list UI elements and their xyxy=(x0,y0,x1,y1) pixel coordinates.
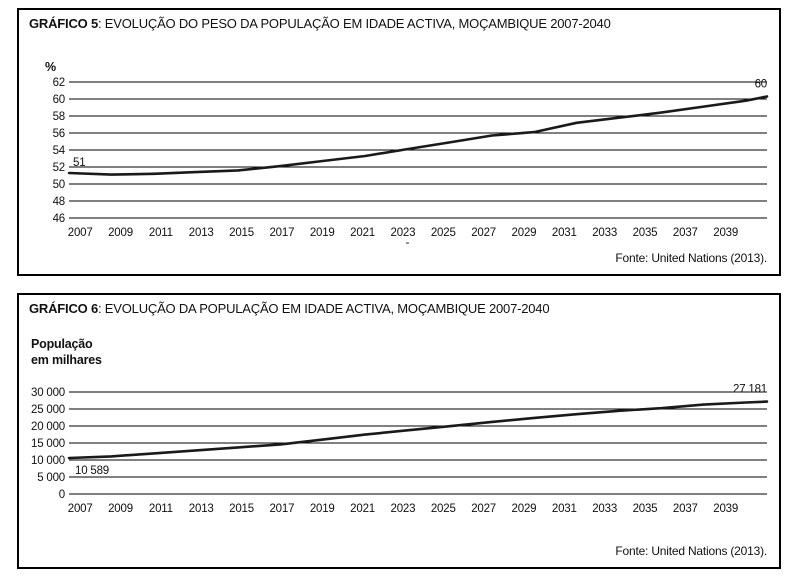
y-tick-label: 58 xyxy=(53,111,65,123)
x-tick-label: 2021 xyxy=(350,503,375,515)
x-tick-label: 2025 xyxy=(431,227,456,239)
x-tick-label: 2013 xyxy=(189,503,214,515)
x-tick-label: 2023 xyxy=(391,503,416,515)
data-point-label: 10 589 xyxy=(75,465,109,477)
grafico-6-source-note: Fonte: United Nations (2013). xyxy=(615,544,767,558)
x-tick-label: 2029 xyxy=(512,503,537,515)
y-tick-label: 10 000 xyxy=(31,455,65,467)
x-tick-label: 2021 xyxy=(350,227,375,239)
x-tick-label: 2011 xyxy=(149,503,173,515)
axis-unit-label: em milhares xyxy=(31,353,102,367)
axis-unit-label: % xyxy=(45,60,56,74)
y-tick-label: 62 xyxy=(53,77,65,89)
data-line xyxy=(67,400,769,460)
axis-unit-label: População xyxy=(31,337,93,351)
x-tick-label: 2035 xyxy=(633,227,658,239)
x-tick-label: 2009 xyxy=(108,227,133,239)
grafico-5-title-text: : EVOLUÇÃO DO PESO DA POPULAÇÃO EM IDADE… xyxy=(97,16,611,31)
y-tick-label: 52 xyxy=(53,162,65,174)
x-tick-label: 2031 xyxy=(552,503,577,515)
data-point-label: 51 xyxy=(73,157,85,169)
x-tick-label: 2039 xyxy=(713,503,738,515)
x-tick-label: 2033 xyxy=(592,503,617,515)
y-tick-label: 48 xyxy=(53,196,65,208)
x-tick-label: 2039 xyxy=(713,227,738,239)
stray-mark: - xyxy=(406,237,410,249)
x-tick-label: 2011 xyxy=(149,227,173,239)
x-tick-label: 2037 xyxy=(673,503,698,515)
y-tick-label: 15 000 xyxy=(31,438,65,450)
x-tick-label: 2035 xyxy=(633,503,658,515)
y-tick-label: 5 000 xyxy=(37,472,65,484)
x-tick-label: 2019 xyxy=(310,503,335,515)
x-tick-label: 2025 xyxy=(431,503,456,515)
y-tick-label: 50 xyxy=(53,179,65,191)
grafico-5-source-note: Fonte: United Nations (2013). xyxy=(615,251,767,265)
x-tick-label: 2007 xyxy=(68,503,93,515)
y-tick-label: 46 xyxy=(53,213,65,225)
x-tick-label: 2027 xyxy=(471,227,496,239)
x-tick-label: 2017 xyxy=(269,503,294,515)
y-tick-label: 60 xyxy=(53,94,65,106)
x-tick-label: 2015 xyxy=(229,227,254,239)
y-tick-label: 54 xyxy=(53,145,66,157)
x-tick-label: 2027 xyxy=(471,503,496,515)
data-point-label: 27 181 xyxy=(733,384,767,396)
grafico-5-panel: GRÁFICO 5: EVOLUÇÃO DO PESO DA POPULAÇÃO… xyxy=(17,8,781,276)
x-tick-label: 2013 xyxy=(189,227,214,239)
x-tick-label: 2007 xyxy=(68,227,93,239)
grafico-6-label: GRÁFICO 6 xyxy=(29,301,98,316)
y-tick-label: 25 000 xyxy=(31,404,65,416)
grafico-6-title-text: : EVOLUÇÃO DA POPULAÇÃO EM IDADE ACTIVA,… xyxy=(97,301,550,316)
x-tick-label: 2023 xyxy=(391,227,416,239)
x-tick-label: 2037 xyxy=(673,227,698,239)
grafico-5-label: GRÁFICO 5 xyxy=(29,16,98,31)
grafico-6-chart: População em milhares 30 000 25 000 20 000 15… xyxy=(31,337,769,515)
data-point-label: 60 xyxy=(755,78,767,90)
x-tick-label: 2017 xyxy=(269,227,294,239)
x-tick-label: 2033 xyxy=(592,227,617,239)
x-tick-label: 2029 xyxy=(512,227,537,239)
x-tick-label: 2009 xyxy=(108,503,133,515)
x-tick-label: 2031 xyxy=(552,227,577,239)
y-tick-label: 20 000 xyxy=(31,421,65,433)
x-tick-label: 2019 xyxy=(310,227,335,239)
grafico-5-title: GRÁFICO 5: EVOLUÇÃO DO PESO DA POPULAÇÃO… xyxy=(29,16,769,32)
y-tick-label: 56 xyxy=(53,128,65,140)
x-tick-label: 2015 xyxy=(229,503,254,515)
data-line xyxy=(67,95,769,176)
grafico-6-panel: GRÁFICO 6: EVOLUÇÃO DA POPULAÇÃO EM IDAD… xyxy=(17,293,781,569)
grafico-6-title: GRÁFICO 6: EVOLUÇÃO DA POPULAÇÃO EM IDAD… xyxy=(29,301,769,317)
y-tick-label: 30 000 xyxy=(31,387,65,399)
y-tick-label: 0 xyxy=(59,489,65,501)
